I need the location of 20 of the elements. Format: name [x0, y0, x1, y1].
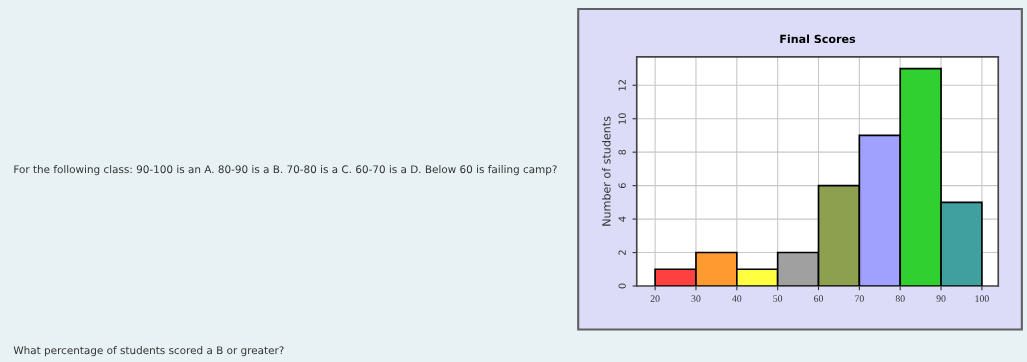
y-tick-label: 8 — [618, 149, 626, 155]
x-tick-label: 40 — [732, 295, 742, 302]
y-tick-label: 2 — [618, 250, 626, 255]
x-tick-label: 50 — [773, 295, 783, 302]
y-tick-label: 6 — [618, 183, 626, 189]
y-tick-label: 4 — [618, 216, 626, 222]
text: What percentage of students scored a B or greater? — [13, 346, 284, 357]
x-tick-label: 80 — [895, 295, 905, 302]
y-tick-label: 0 — [618, 283, 626, 289]
x-tick-label: 30 — [691, 295, 701, 302]
y-tick-label: 10 — [618, 113, 626, 124]
y-axis-title: Number of students — [601, 116, 611, 226]
x-tick-label: 100 — [975, 295, 989, 302]
x-tick-label: 70 — [855, 295, 864, 302]
x-tick-label: 60 — [814, 295, 823, 302]
x-tick-label: 20 — [650, 295, 660, 302]
y-tick-label: 12 — [618, 80, 626, 91]
chart-title: Final Scores — [780, 34, 856, 44]
x-tick-label: 90 — [936, 295, 946, 302]
text: For the following class: 90-100 is an A. 80-90 is a B. 70-80 is a C. 60-70 is a D. Below 60 is failing camp? — [14, 165, 557, 176]
